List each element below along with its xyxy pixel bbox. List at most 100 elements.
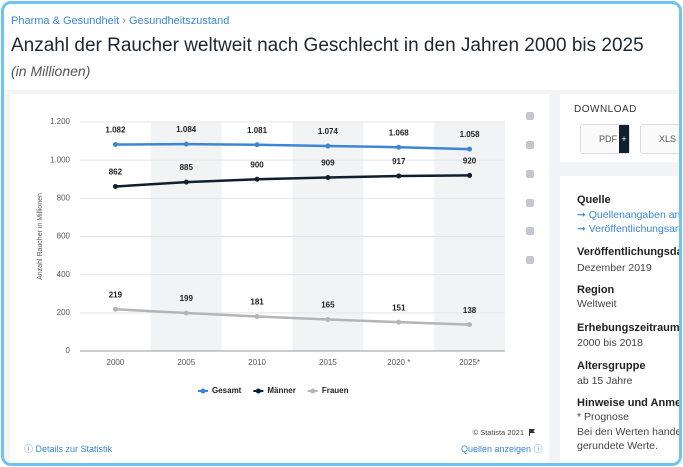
cite-button[interactable] (518, 219, 542, 243)
line-text: Bei den Werten handelt (577, 426, 682, 438)
data-label: 885 (180, 163, 194, 172)
title: Anzahl der Raucher weltweit nach Geschle… (11, 35, 644, 56)
legend-item[interactable]: Frauen (307, 386, 349, 395)
info-line: ab 15 Jahre (577, 375, 632, 387)
info-line: Bei den Werten handelt (577, 426, 682, 438)
x-tick-label: 2010 (248, 358, 266, 367)
breadcrumb-link[interactable]: Pharma & Gesundheit (11, 15, 120, 27)
data-point (254, 176, 260, 182)
breadcrumb: Pharma & Gesundheit › Gesundheitszustand (11, 15, 229, 27)
arrow-icon: ➞ (577, 223, 589, 235)
download-title: DOWNLOAD (574, 104, 637, 115)
source-link[interactable]: ➞ Veröffentlichungsang (577, 223, 682, 235)
data-label: 1.058 (460, 130, 481, 139)
data-point (112, 184, 118, 190)
series-line (115, 307, 470, 326)
flag-icon (529, 429, 535, 436)
line-text: ab 15 Jahre (577, 375, 633, 387)
link-text: Details zur Statistik (35, 444, 113, 454)
data-label: 165 (321, 301, 335, 310)
line-text: Dezember 2019 (577, 262, 652, 274)
data-label: 1.074 (318, 127, 339, 136)
data-point (183, 310, 189, 316)
data-label: 219 (109, 290, 123, 299)
chart: 0 200 400 600 800 1.000 1.200 Anzahl Raucher in… (37, 117, 535, 437)
button-label: PDF (599, 134, 617, 144)
y-tick-label: 600 (57, 232, 71, 241)
source-link[interactable]: ➞ Quellenangaben anze (577, 209, 682, 221)
y-tick-label: 1.000 (50, 155, 71, 164)
x-tick-label: 2005 (177, 358, 195, 367)
legend-dot (200, 388, 206, 394)
series-line (115, 174, 470, 188)
share-button[interactable] (518, 191, 542, 215)
data-label: 862 (109, 168, 123, 177)
info-line: * Prognose (577, 411, 629, 423)
settings-button[interactable] (518, 162, 542, 186)
data-label: 181 (250, 298, 264, 307)
arrow-icon: ➞ (577, 209, 589, 221)
link-text: Quellen anzeigen (461, 444, 532, 454)
data-point (183, 179, 189, 185)
line-text: * Prognose (577, 411, 629, 423)
legend-item[interactable]: Männer (253, 386, 296, 395)
x-tick-label: 2015 (319, 358, 337, 367)
data-point (467, 146, 473, 152)
line-text: Weltweit (577, 298, 617, 310)
line-text: Veröffentlichungsang (588, 223, 682, 235)
info-heading: Quelle (577, 194, 611, 206)
legend-label: Gesamt (212, 386, 242, 395)
info-heading: Hinweise und Anmer (577, 397, 682, 409)
data-label: 138 (463, 306, 477, 315)
y-axis-label: Anzahl Raucher in Millionen (37, 193, 44, 280)
data-point (325, 143, 331, 149)
credit: © Statista 2021 (473, 428, 524, 437)
favorite-button[interactable] (518, 104, 542, 128)
info-heading: Erhebungszeitraum (577, 322, 680, 334)
data-label: 920 (463, 157, 477, 166)
print-button[interactable] (518, 248, 542, 272)
breadcrumb-link[interactable]: Gesundheitszustand (129, 15, 230, 27)
data-label: 151 (392, 303, 406, 312)
xls-button[interactable]: XLS (640, 124, 679, 154)
data-point (112, 306, 118, 312)
info-heading: Veröffentlichungsda (577, 246, 682, 258)
plus-icon: + (619, 125, 629, 153)
line-text: gerundete Werte. (577, 440, 658, 452)
download-panel: DOWNLOAD PDF + XLS (560, 94, 679, 162)
subtitle: (in Millionen) (11, 63, 91, 79)
details-link[interactable]: ⓘ Details zur Statistik (24, 444, 113, 454)
data-point (183, 141, 189, 147)
info-line: Weltweit (577, 298, 616, 310)
y-tick-label: 1.200 (50, 117, 71, 126)
y-tick-label: 800 (57, 193, 71, 202)
legend-item[interactable]: Gesamt (198, 386, 242, 395)
data-label: 199 (180, 294, 194, 303)
y-tick-label: 200 (57, 308, 71, 317)
data-point (254, 313, 260, 319)
pdf-button[interactable]: PDF + (580, 124, 630, 154)
info-heading: Altersgruppe (577, 360, 646, 372)
data-label: 917 (392, 157, 406, 166)
alert-button[interactable] (518, 133, 542, 157)
sources-link[interactable]: Quellen anzeigen ⓘ (461, 444, 543, 454)
data-label: 900 (250, 160, 264, 169)
data-label: 909 (321, 159, 335, 168)
data-point (112, 142, 118, 148)
data-point (467, 172, 473, 178)
data-point (396, 319, 402, 325)
y-tick-label: 400 (57, 270, 71, 279)
x-tick-label: 2000 (107, 358, 125, 367)
info-line: gerundete Werte. (577, 440, 658, 452)
legend-dot (255, 388, 261, 394)
data-point (325, 317, 331, 323)
x-tick-label: 2020 * (387, 358, 410, 367)
series-line (115, 142, 470, 151)
legend-label: Männer (267, 386, 295, 395)
line-text: Quellenangaben anze (588, 209, 682, 221)
legend-dot (310, 388, 316, 394)
button-label: XLS (659, 134, 677, 144)
data-point (467, 322, 473, 328)
